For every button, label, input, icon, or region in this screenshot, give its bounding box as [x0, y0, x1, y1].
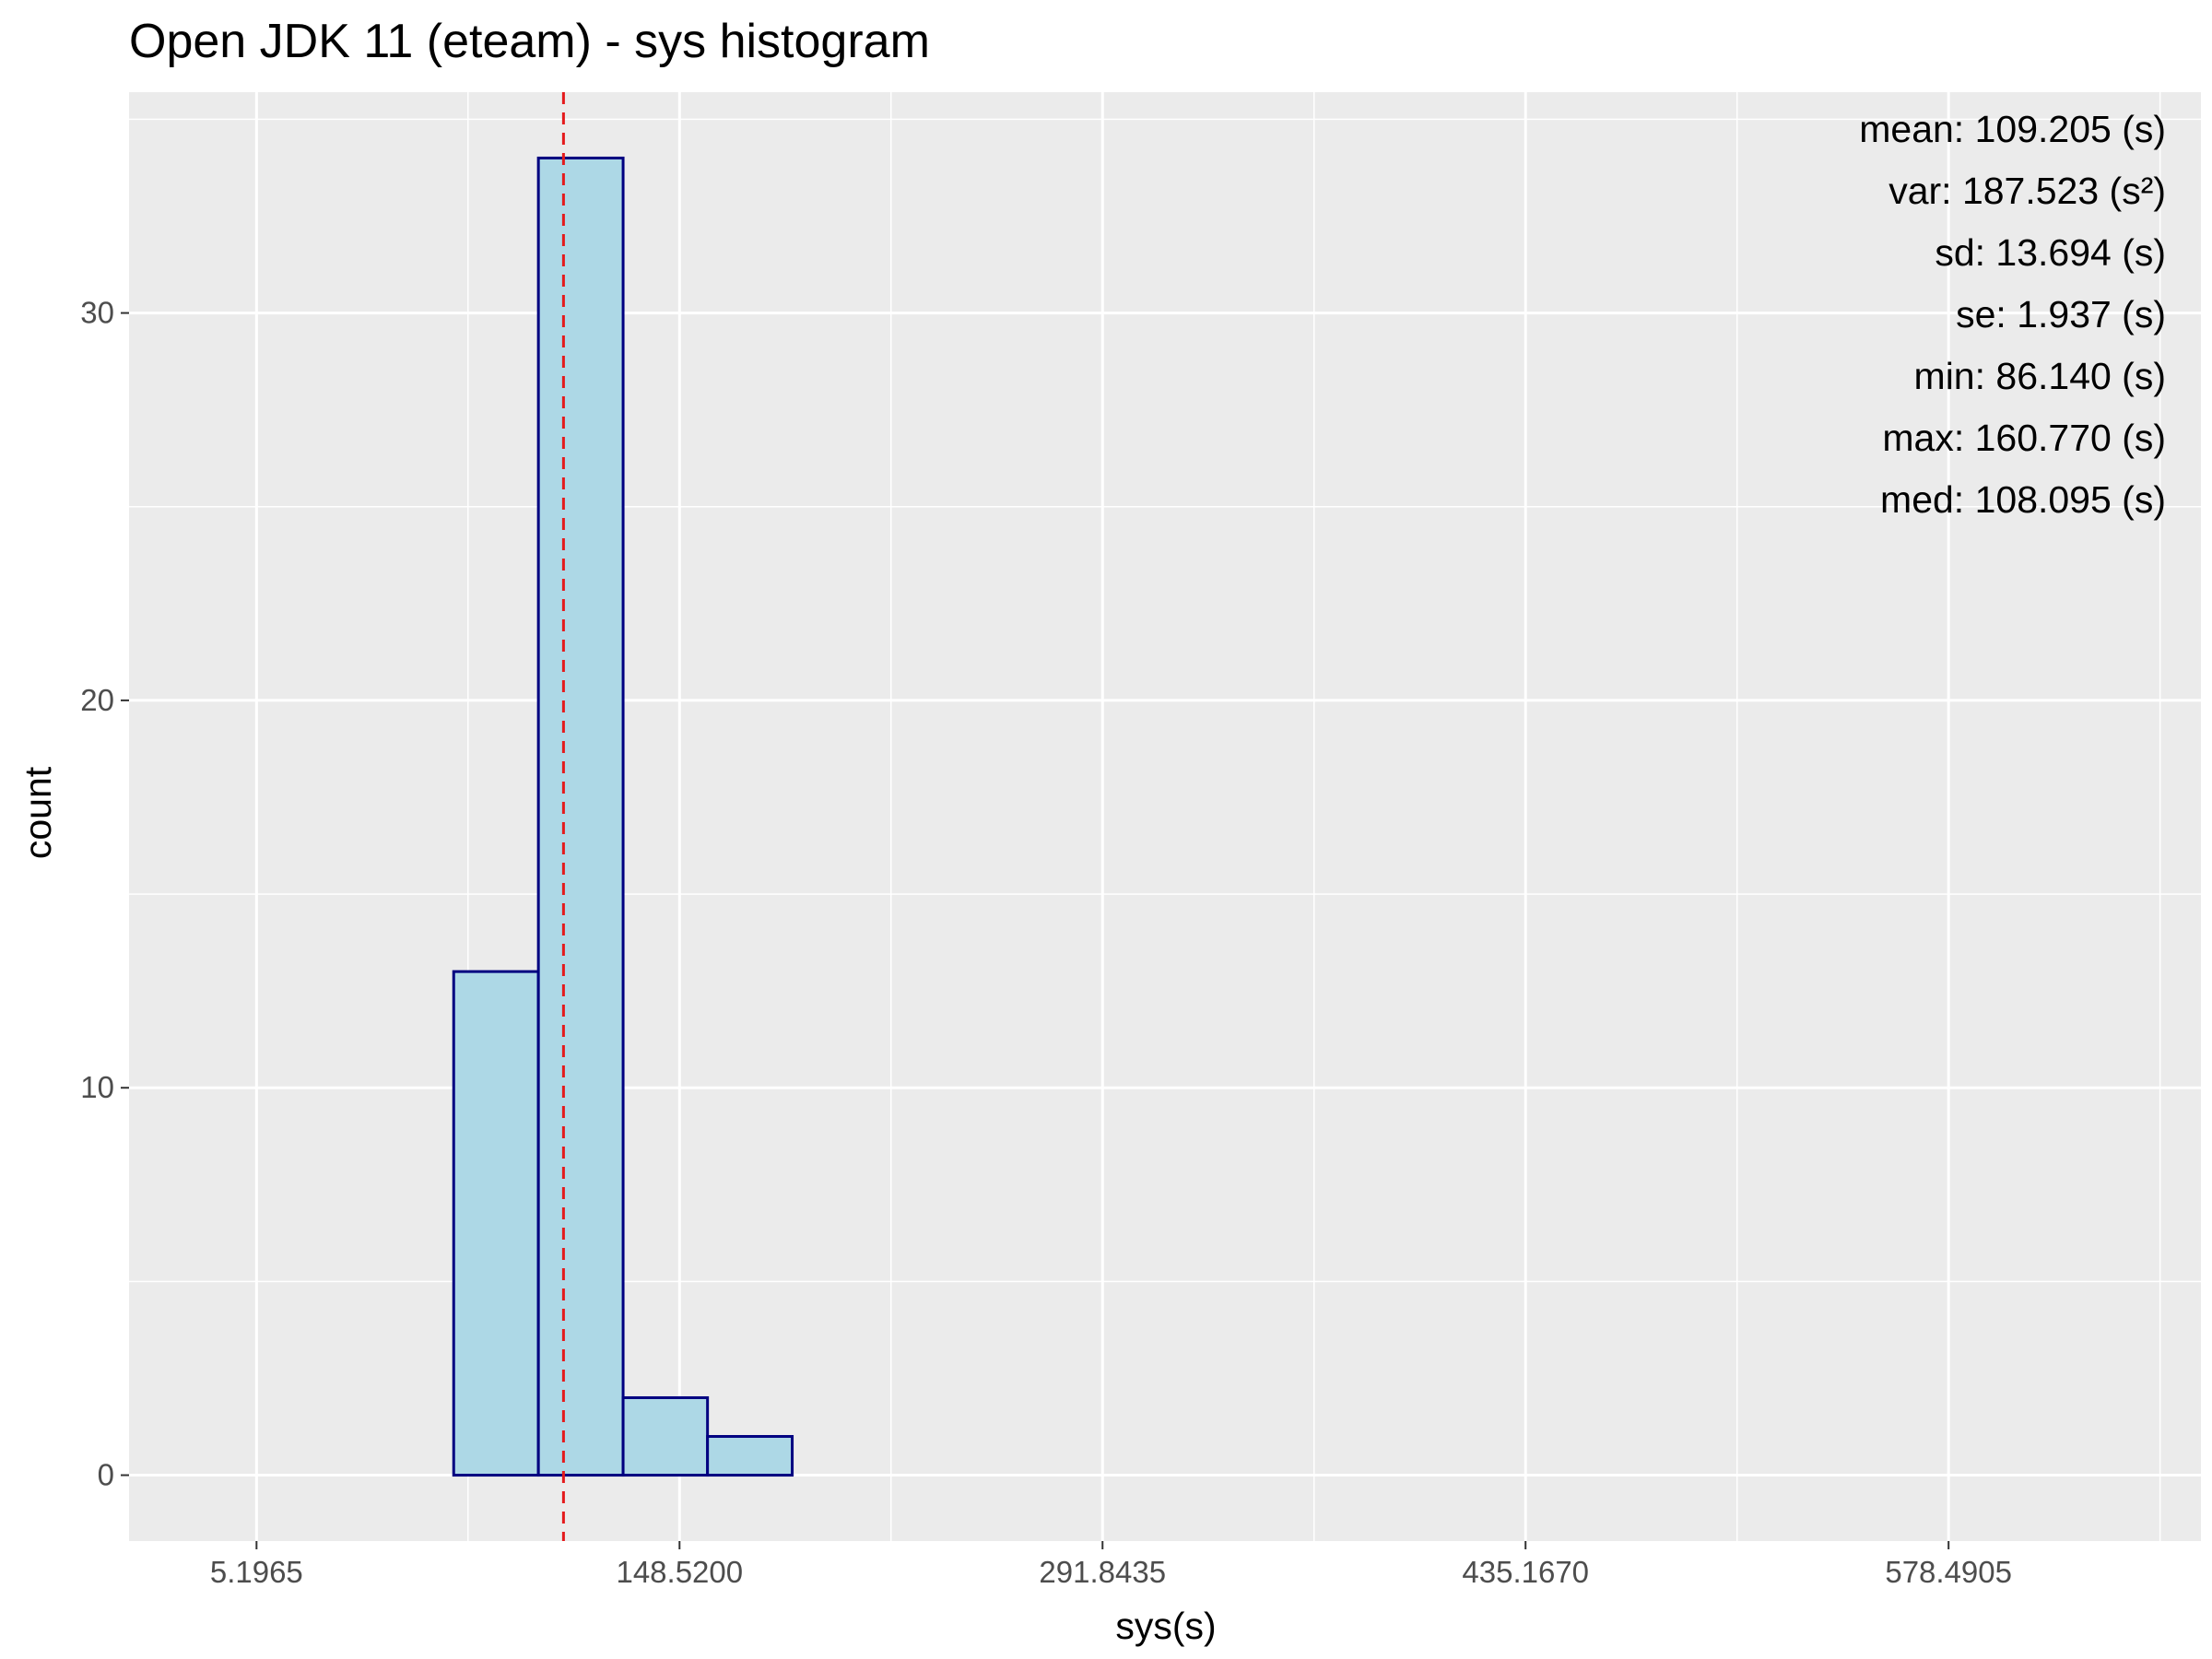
stats-annotation: mean: 109.205 (s) var: 187.523 (s²) sd: 13… — [1859, 108, 2166, 521]
x-tick-label: 435.1670 — [1462, 1555, 1589, 1589]
x-tick-label: 291.8435 — [1039, 1555, 1166, 1589]
stat-label: mean: 109.205 (s) — [1859, 108, 2166, 150]
stat-label: sd: 13.694 (s) — [1935, 231, 2166, 274]
stat-label: max: 160.770 (s) — [1882, 417, 2166, 459]
histogram-bar — [452, 970, 540, 1477]
x-tick-label: 578.4905 — [1885, 1555, 2012, 1589]
histogram-bar — [621, 1395, 710, 1477]
stat-label: se: 1.937 (s) — [1956, 293, 2166, 335]
histogram-bar — [706, 1435, 794, 1477]
x-tick-label: 5.1965 — [210, 1555, 303, 1589]
y-axis: 0 10 20 30 — [80, 296, 129, 1492]
x-axis-title: sys(s) — [1115, 1605, 1216, 1647]
y-tick-label: 20 — [80, 683, 114, 717]
y-tick-label: 10 — [80, 1070, 114, 1104]
plot-panel — [129, 92, 2201, 1541]
x-axis: 5.1965 148.5200 291.8435 435.1670 578.4905 — [210, 1541, 2012, 1589]
chart-title: Open JDK 11 (eteam) - sys histogram — [129, 15, 930, 68]
stat-label: min: 86.140 (s) — [1914, 355, 2166, 397]
histogram-bar — [536, 156, 625, 1477]
y-tick-label: 30 — [80, 296, 114, 330]
major-gridlines — [129, 92, 2201, 1541]
stat-label: var: 187.523 (s²) — [1888, 170, 2166, 212]
x-tick-label: 148.5200 — [616, 1555, 743, 1589]
histogram-bars — [452, 156, 794, 1477]
y-axis-title: count — [17, 766, 59, 859]
stat-label: med: 108.095 (s) — [1880, 478, 2166, 521]
y-tick-label: 0 — [98, 1458, 114, 1492]
